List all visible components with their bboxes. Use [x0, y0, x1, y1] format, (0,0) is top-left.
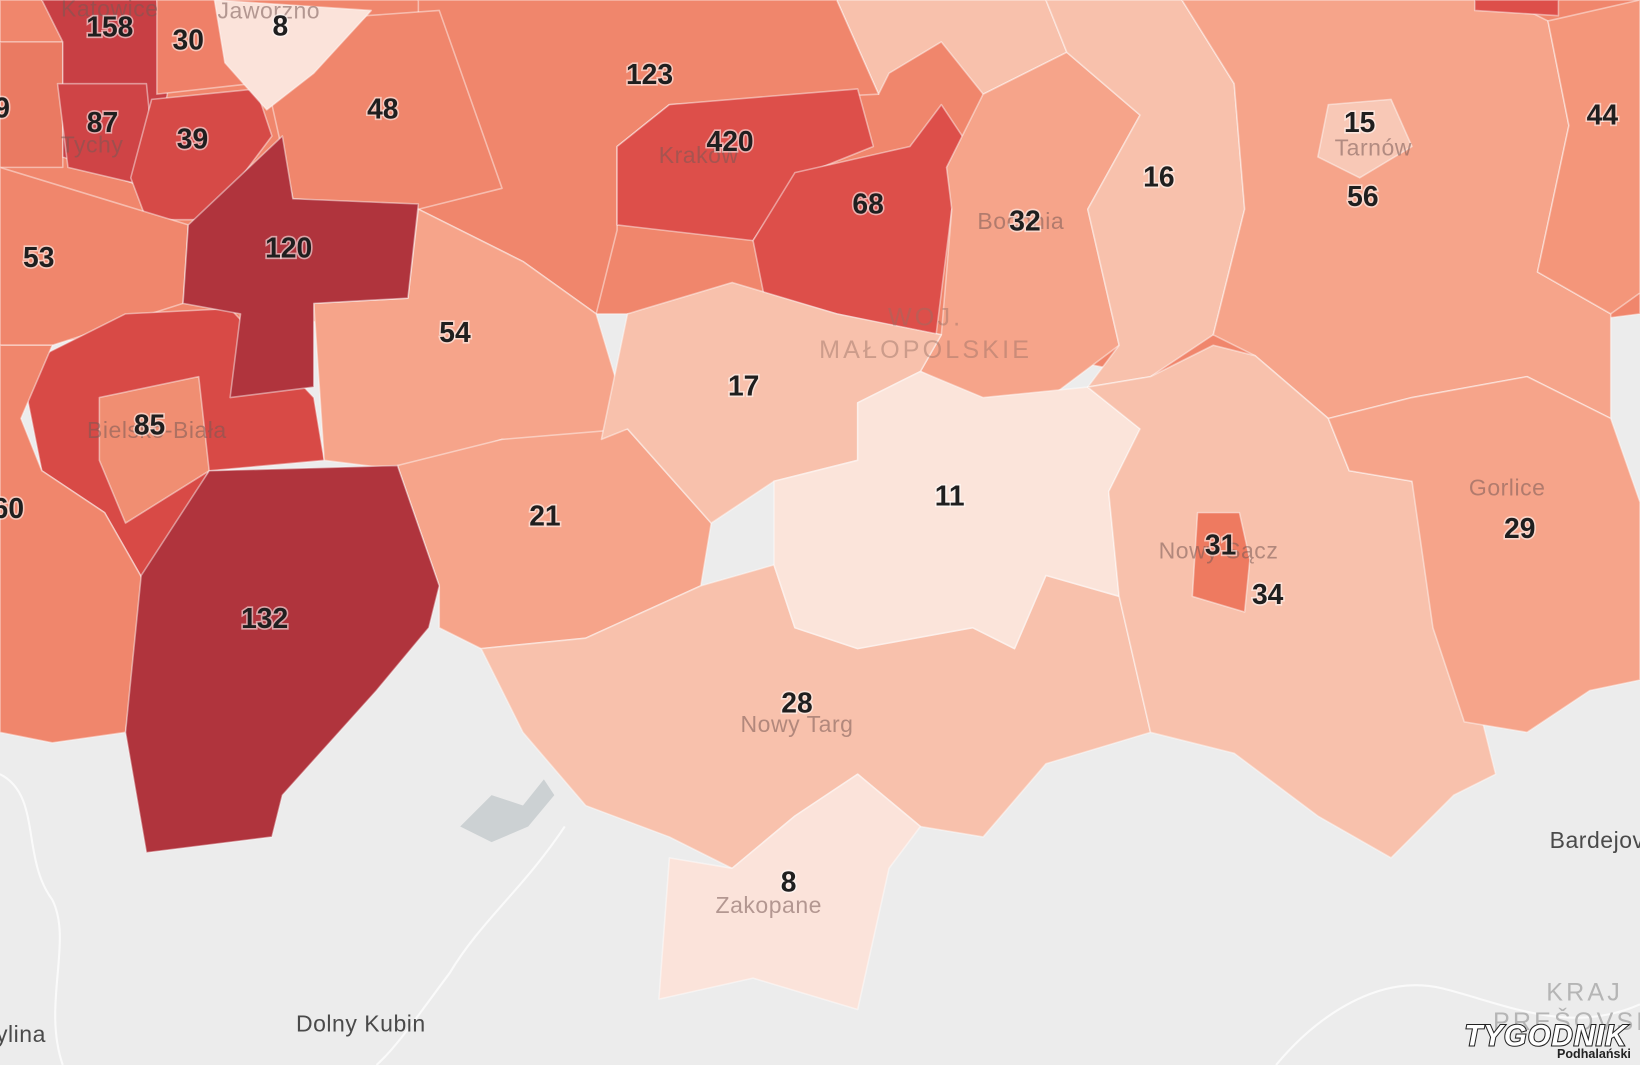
region: [1191, 511, 1251, 613]
value-label: 30: [173, 23, 204, 55]
region: [1536, 0, 1640, 315]
region: [1086, 344, 1497, 859]
regions: [0, 0, 1640, 1011]
place-name: Bochnia: [977, 208, 1064, 234]
value-label: 158: [86, 11, 133, 43]
value-label: 15: [1344, 106, 1375, 138]
value-label: 8: [781, 865, 797, 897]
borders: [0, 773, 1640, 1065]
value-label: 120: [265, 231, 312, 263]
place-name: Katowice: [61, 0, 159, 22]
value-label: 123: [626, 58, 673, 90]
value-label: 28: [781, 687, 812, 719]
value-label: 44: [1587, 99, 1619, 131]
region: [1045, 0, 1246, 388]
border-line: [1275, 984, 1640, 1065]
region: [919, 51, 1141, 409]
value-label: 54: [439, 316, 471, 348]
region: [182, 135, 420, 399]
value-label: 32: [1009, 204, 1040, 236]
value-label: 29: [1504, 512, 1535, 544]
value-label: 85: [134, 408, 165, 440]
border-line: [0, 773, 64, 1065]
place-name: Zakopane: [716, 892, 822, 918]
place-name: Nowy Sącz: [1159, 537, 1279, 563]
place-name: Bardejov: [1550, 827, 1640, 853]
region: [616, 88, 875, 242]
logo-title: TYGODNIK: [1464, 1020, 1628, 1053]
value-label: 53: [23, 241, 54, 273]
region: [835, 0, 1068, 95]
region: [98, 375, 210, 524]
place-name: Bielsko-Biała: [87, 417, 227, 443]
place-name: PREŠOVSKÝ: [1493, 1007, 1640, 1036]
region: [1327, 375, 1640, 734]
value-label: 17: [728, 370, 759, 402]
place-name: Kraków: [659, 142, 739, 168]
region: [658, 773, 922, 1011]
place-name: Tarnów: [1335, 135, 1412, 161]
place-name: WOJ.: [888, 304, 963, 332]
value-label: 68: [852, 188, 883, 220]
region: [124, 464, 441, 854]
value-label: 16: [1143, 160, 1174, 192]
region: [1317, 98, 1413, 179]
value-label: 56: [1347, 180, 1378, 212]
value-label: 39: [177, 123, 208, 155]
value-label: 34: [1252, 578, 1284, 610]
place-name: ylina: [0, 1021, 46, 1047]
value-label: 8: [272, 10, 288, 42]
region: [1473, 0, 1560, 17]
value-label: 48: [367, 92, 398, 124]
place-name: Nowy Targ: [741, 711, 854, 737]
place-name: KRAJ: [1546, 978, 1623, 1006]
place-name: Jaworzno: [217, 0, 320, 24]
place-name: Tychy: [61, 132, 124, 158]
place-name: Gorlice: [1469, 475, 1546, 501]
logo-subtitle: Podhalański: [1557, 1047, 1631, 1061]
value-label: 11: [935, 479, 965, 511]
value-label: 87: [87, 106, 118, 138]
lake: [460, 779, 555, 843]
value-label: 9: [0, 91, 10, 123]
region: [0, 344, 148, 744]
value-label: 132: [241, 602, 288, 634]
region: [0, 41, 64, 169]
logo: TYGODNIK Podhalański: [1463, 1018, 1631, 1061]
value-label: 420: [706, 125, 753, 157]
region: [213, 0, 373, 111]
place-name: Dolny Kubin: [296, 1010, 426, 1036]
border-line: [375, 825, 566, 1065]
value-label: 60: [0, 492, 24, 524]
value-labels: 158 30 8 48 123 420 68 32 16 15 56 44 87 39 9 53 120 54 17…: [0, 8, 1620, 899]
value-label: 21: [529, 499, 560, 531]
place-name: MAŁOPOLSKIE: [819, 336, 1032, 364]
value-label: 31: [1205, 529, 1236, 561]
